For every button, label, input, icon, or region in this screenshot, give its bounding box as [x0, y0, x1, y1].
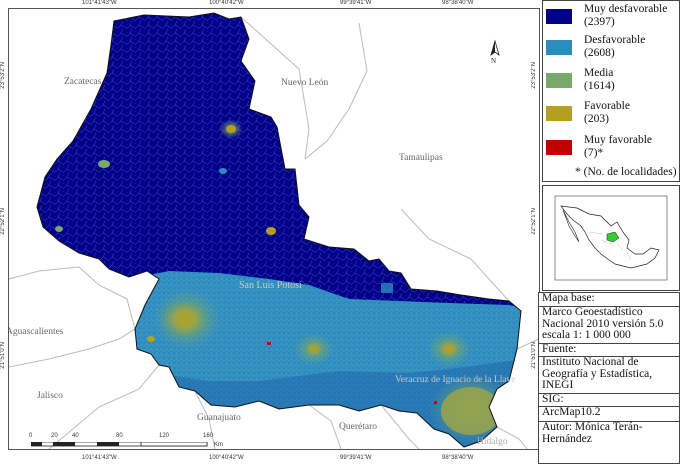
- legend-label: Media: [584, 67, 614, 79]
- legend-note: * (No. de localidades): [575, 166, 677, 178]
- coord-top-4: 98°38'40"W: [442, 0, 474, 6]
- label-hidalgo: Hidalgo: [477, 437, 508, 447]
- info-row-sig: SIG:: [539, 393, 679, 406]
- map-frame[interactable]: Zacatecas Nuevo León Tamaulipas Aguascal…: [8, 8, 540, 450]
- info-text: ArcMap10.2: [542, 406, 601, 418]
- inset-map: [542, 185, 680, 291]
- info-text: Autor: Mónica Terán- Hernández: [542, 421, 643, 445]
- info-row-arcmap: ArcMap10.2: [539, 406, 679, 419]
- legend-swatch: [546, 9, 572, 24]
- scale-tick-40: 40: [72, 433, 79, 439]
- label-tamaulipas: Tamaulipas: [399, 153, 443, 163]
- scale-tick-20: 20: [51, 433, 58, 439]
- info-row-autor: Autor: Mónica Terán- Hernández: [539, 421, 679, 445]
- legend-label: Desfavorable: [584, 34, 646, 46]
- scale-tick-160: 160: [203, 433, 214, 439]
- coord-top-3: 99°39'41"W: [340, 0, 372, 6]
- info-row-mapa-base: Mapa base:: [539, 292, 679, 305]
- info-text: Instituto Nacional de Geografía y Estadí…: [542, 356, 653, 391]
- info-row-fuente: Fuente:: [539, 343, 679, 356]
- label-aguascalientes: Aguascalientes: [8, 327, 64, 337]
- legend-swatch: [546, 73, 572, 88]
- scale-tick-80: 80: [116, 433, 123, 439]
- coord-right-3: 21°51'0"N: [531, 342, 537, 369]
- legend-label: Muy desfavorable: [584, 3, 668, 15]
- info-text: SIG:: [542, 393, 564, 405]
- coord-left-3: 21°51'0"N: [0, 342, 6, 369]
- coord-top-2: 100°40'42"W: [209, 0, 244, 6]
- legend-count: (1614): [584, 80, 615, 92]
- mexico-inset-map: [554, 195, 668, 281]
- label-jalisco: Jalisco: [37, 391, 63, 401]
- label-zacatecas: Zacatecas: [64, 77, 102, 87]
- legend-label: Muy favorable: [584, 134, 653, 146]
- label-veracruz: Veracruz de Ignacio de la Llave: [395, 375, 516, 385]
- info-row-marco: Marco Geoestadístico Nacional 2010 versi…: [539, 306, 679, 342]
- state-boundaries: [9, 16, 539, 449]
- info-row-inegi: Instituto Nacional de Geografía y Estadí…: [539, 356, 679, 392]
- map-legend: Muy desfavorable (2397) Desfavorable (26…: [542, 0, 680, 182]
- info-box: Mapa base: Marco Geoestadístico Nacional…: [538, 292, 680, 464]
- label-nuevo-leon: Nuevo León: [281, 78, 329, 88]
- map-canvas: [9, 12, 539, 449]
- coord-bottom-4: 98°38'40"W: [442, 455, 474, 461]
- legend-count: (203): [584, 113, 609, 125]
- scale-bar: [31, 442, 221, 449]
- coord-bottom-2: 100°40'42"W: [209, 455, 244, 461]
- coord-bottom-3: 99°39'41"W: [340, 455, 372, 461]
- coord-right-2: 22°52'1"N: [531, 208, 537, 235]
- scale-unit: Km: [214, 442, 223, 448]
- legend-swatch: [546, 40, 572, 55]
- coord-top-1: 101°41'43"W: [82, 0, 117, 6]
- scale-tick-0: 0: [29, 433, 33, 439]
- coord-left-2: 22°52'1"N: [0, 208, 6, 235]
- legend-count: (2397): [584, 16, 615, 28]
- label-queretaro: Querétaro: [339, 422, 377, 432]
- label-guanajuato: Guanajuato: [197, 413, 241, 423]
- info-text: Fuente:: [542, 343, 577, 355]
- legend-swatch: [546, 140, 572, 155]
- coord-left-1: 23°53'2"N: [0, 62, 6, 89]
- legend-label: Favorable: [584, 100, 630, 112]
- info-text: Mapa base:: [542, 292, 595, 304]
- info-text: Marco Geoestadístico Nacional 2010 versi…: [542, 306, 664, 341]
- coord-bottom-1: 101°41'43"W: [82, 455, 117, 461]
- legend-swatch: [546, 106, 572, 121]
- north-label: N: [491, 57, 497, 65]
- legend-count: (2608): [584, 47, 615, 59]
- label-san-luis-potosi: San Luis Potosí: [239, 280, 302, 291]
- coord-right-1: 23°53'2"N: [531, 62, 537, 89]
- legend-count: (7)*: [584, 147, 604, 159]
- north-arrow-icon: [490, 39, 500, 57]
- scale-tick-120: 120: [159, 433, 170, 439]
